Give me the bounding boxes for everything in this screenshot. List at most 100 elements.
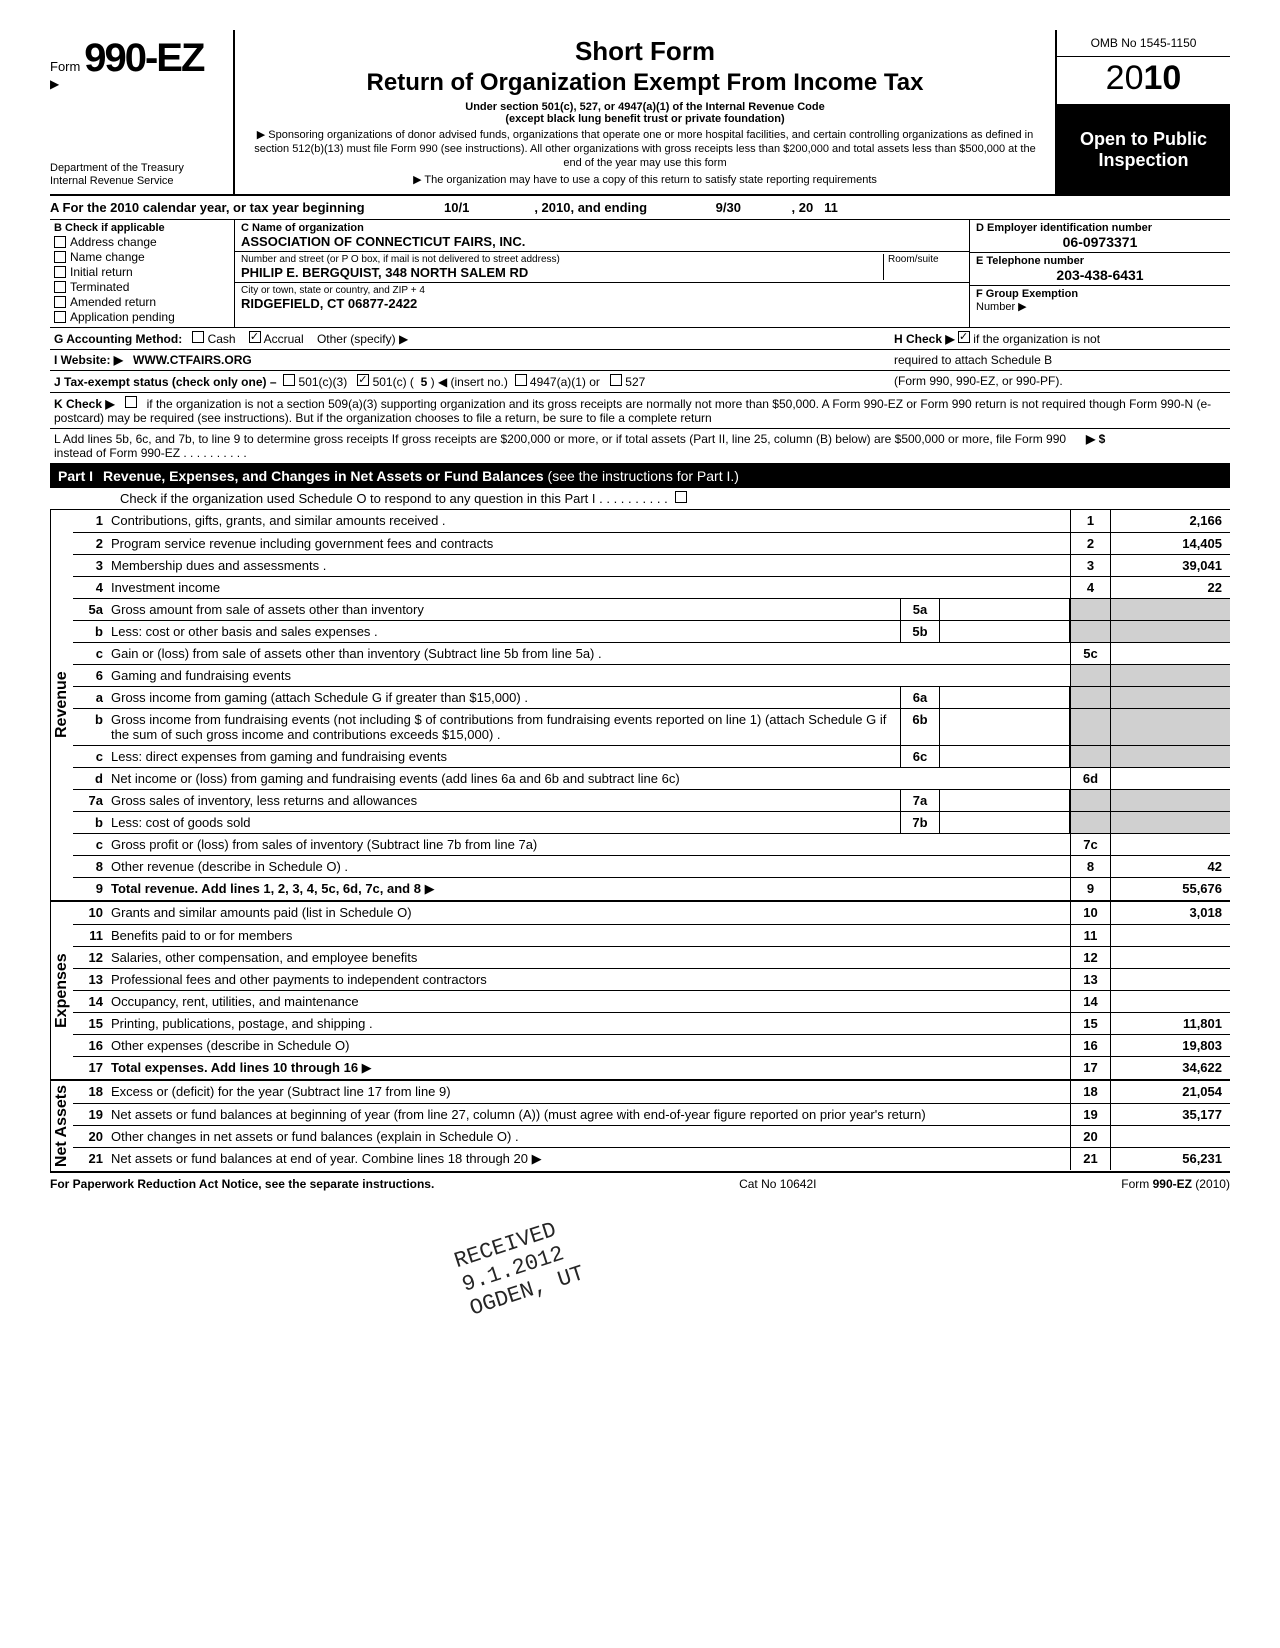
col-d: D Employer identification number 06-0973…: [970, 220, 1230, 327]
form-ref: (Form 990, 990-EZ, or 990-PF).: [890, 371, 1230, 392]
line17-desc: Total expenses. Add lines 10 through 16: [107, 1057, 1070, 1079]
ein: 06-0973371: [976, 234, 1224, 250]
line6a-desc: Gross income from gaming (attach Schedul…: [107, 687, 900, 708]
a-end2: , 20: [792, 200, 814, 215]
website: WWW.CTFAIRS.ORG: [133, 353, 252, 367]
chk-initial[interactable]: Initial return: [54, 265, 230, 279]
line13-desc: Professional fees and other payments to …: [107, 969, 1070, 990]
line7b-desc: Less: cost of goods sold: [107, 812, 900, 833]
line5b-desc: Less: cost or other basis and sales expe…: [107, 621, 900, 642]
except: (except black lung benefit trust or priv…: [245, 113, 1045, 125]
line20-desc: Other changes in net assets or fund bala…: [107, 1126, 1070, 1147]
row-j: J Tax-exempt status (check only one) – 5…: [50, 371, 1230, 393]
line1-val: 2,166: [1110, 510, 1230, 532]
line21-desc: Net assets or fund balances at end of ye…: [107, 1148, 1070, 1170]
line5c-desc: Gain or (loss) from sale of assets other…: [107, 643, 1070, 664]
footer-right: Form 990-EZ (2010): [1121, 1177, 1230, 1191]
chk-pending[interactable]: Application pending: [54, 310, 230, 324]
line5a-desc: Gross amount from sale of assets other t…: [107, 599, 900, 620]
part1-title: Revenue, Expenses, and Changes in Net As…: [103, 468, 544, 484]
l-text: L Add lines 5b, 6c, and 7b, to line 9 to…: [54, 432, 1086, 460]
addr-label: Number and street (or P O box, if mail i…: [241, 254, 883, 265]
chk-accrual[interactable]: [249, 331, 261, 343]
line6d-desc: Net income or (loss) from gaming and fun…: [107, 768, 1070, 789]
year-bold: 10: [1144, 59, 1182, 97]
line15-desc: Printing, publications, postage, and shi…: [107, 1013, 1070, 1034]
room-label: Room/suite: [883, 254, 963, 280]
row-i: I Website: ▶ WWW.CTFAIRS.ORG required to…: [50, 350, 1230, 371]
chk-address[interactable]: Address change: [54, 235, 230, 249]
stamp-l1: RECEIVED: [451, 1213, 572, 1273]
form-center: Short Form Return of Organization Exempt…: [235, 30, 1055, 194]
h3-text: required to attach Schedule B: [894, 353, 1052, 367]
footer-mid: Cat No 10642I: [739, 1177, 816, 1191]
line2-desc: Program service revenue including govern…: [107, 533, 1070, 554]
chk-cash[interactable]: [192, 331, 204, 343]
i-label: I Website: ▶: [54, 353, 123, 367]
form-right: OMB No 1545-1150 2010 Open to Public Ins…: [1055, 30, 1230, 194]
chk-4947[interactable]: [515, 374, 527, 386]
netassets-section: Net Assets 18Excess or (deficit) for the…: [50, 1081, 1230, 1173]
line18-val: 21,054: [1110, 1081, 1230, 1103]
row-k: K Check ▶ if the organization is not a s…: [50, 393, 1230, 429]
chk-part1[interactable]: [675, 491, 687, 503]
line6-desc: Gaming and fundraising events: [107, 665, 1070, 686]
line4-desc: Investment income: [107, 577, 1070, 598]
part1-paren: (see the instructions for Part I.): [548, 468, 739, 484]
line16-desc: Other expenses (describe in Schedule O): [107, 1035, 1070, 1056]
line9-val: 55,676: [1110, 878, 1230, 900]
open-line2: Inspection: [1061, 150, 1226, 171]
city-label: City or town, state or country, and ZIP …: [241, 285, 963, 296]
sidebar-expenses: Expenses: [50, 902, 73, 1079]
chk-name[interactable]: Name change: [54, 250, 230, 264]
chk-527[interactable]: [610, 374, 622, 386]
chk-501c3[interactable]: [283, 374, 295, 386]
f-label: F Group Exemption: [976, 288, 1224, 300]
c-label: C Name of organization: [241, 222, 963, 234]
line14-desc: Occupancy, rent, utilities, and maintena…: [107, 991, 1070, 1012]
h-label: H Check ▶: [894, 332, 955, 346]
line6b-desc: Gross income from fundraising events (no…: [107, 709, 900, 745]
return-title: Return of Organization Exempt From Incom…: [245, 69, 1045, 97]
line10-desc: Grants and similar amounts paid (list in…: [107, 902, 1070, 924]
stamp-l2: 9.1.2012: [459, 1237, 580, 1297]
footer: For Paperwork Reduction Act Notice, see …: [50, 1173, 1230, 1191]
open-public: Open to Public Inspection: [1057, 105, 1230, 194]
e-label: E Telephone number: [976, 255, 1224, 267]
line2-val: 14,405: [1110, 533, 1230, 554]
form-left: Form 990-EZ ▶ Department of the Treasury…: [50, 30, 235, 194]
chk-h[interactable]: [958, 331, 970, 343]
revenue-section: Revenue 1Contributions, gifts, grants, a…: [50, 510, 1230, 902]
a-label: A For the 2010 calendar year, or tax yea…: [50, 200, 365, 215]
row-l: L Add lines 5b, 6c, and 7b, to line 9 to…: [50, 429, 1230, 464]
part1-num: Part I: [58, 468, 93, 484]
part1-header: Part I Revenue, Expenses, and Changes in…: [50, 464, 1230, 488]
chk-amended[interactable]: Amended return: [54, 295, 230, 309]
line3-val: 39,041: [1110, 555, 1230, 576]
line8-desc: Other revenue (describe in Schedule O) .: [107, 856, 1070, 877]
d-label: D Employer identification number: [976, 222, 1224, 234]
line8-val: 42: [1110, 856, 1230, 877]
j-label: J Tax-exempt status (check only one) –: [54, 375, 277, 389]
k-label: K Check ▶: [54, 397, 115, 411]
expenses-section: Expenses 10Grants and similar amounts pa…: [50, 902, 1230, 1081]
form-header: Form 990-EZ ▶ Department of the Treasury…: [50, 30, 1230, 196]
org-name: ASSOCIATION OF CONNECTICUT FAIRS, INC.: [241, 234, 963, 249]
line18-desc: Excess or (deficit) for the year (Subtra…: [107, 1081, 1070, 1103]
open-line1: Open to Public: [1061, 129, 1226, 150]
chk-terminated[interactable]: Terminated: [54, 280, 230, 294]
b-label: B Check if applicable: [54, 222, 230, 234]
l-arrow: ▶ $: [1086, 432, 1226, 460]
dept: Department of the Treasury Internal Reve…: [50, 162, 225, 188]
chk-k[interactable]: [125, 396, 137, 408]
form-prefix: Form: [50, 59, 80, 74]
sponsor-text: ▶ Sponsoring organizations of donor advi…: [245, 129, 1045, 170]
line6c-desc: Less: direct expenses from gaming and fu…: [107, 746, 900, 767]
a-mid: , 2010, and ending: [534, 200, 647, 215]
chk-501c[interactable]: [357, 374, 369, 386]
col-b: B Check if applicable Address change Nam…: [50, 220, 235, 327]
footer-left: For Paperwork Reduction Act Notice, see …: [50, 1177, 434, 1191]
line19-val: 35,177: [1110, 1104, 1230, 1125]
line17-val: 34,622: [1110, 1057, 1230, 1079]
satisfy-text: ▶ The organization may have to use a cop…: [245, 174, 1045, 188]
